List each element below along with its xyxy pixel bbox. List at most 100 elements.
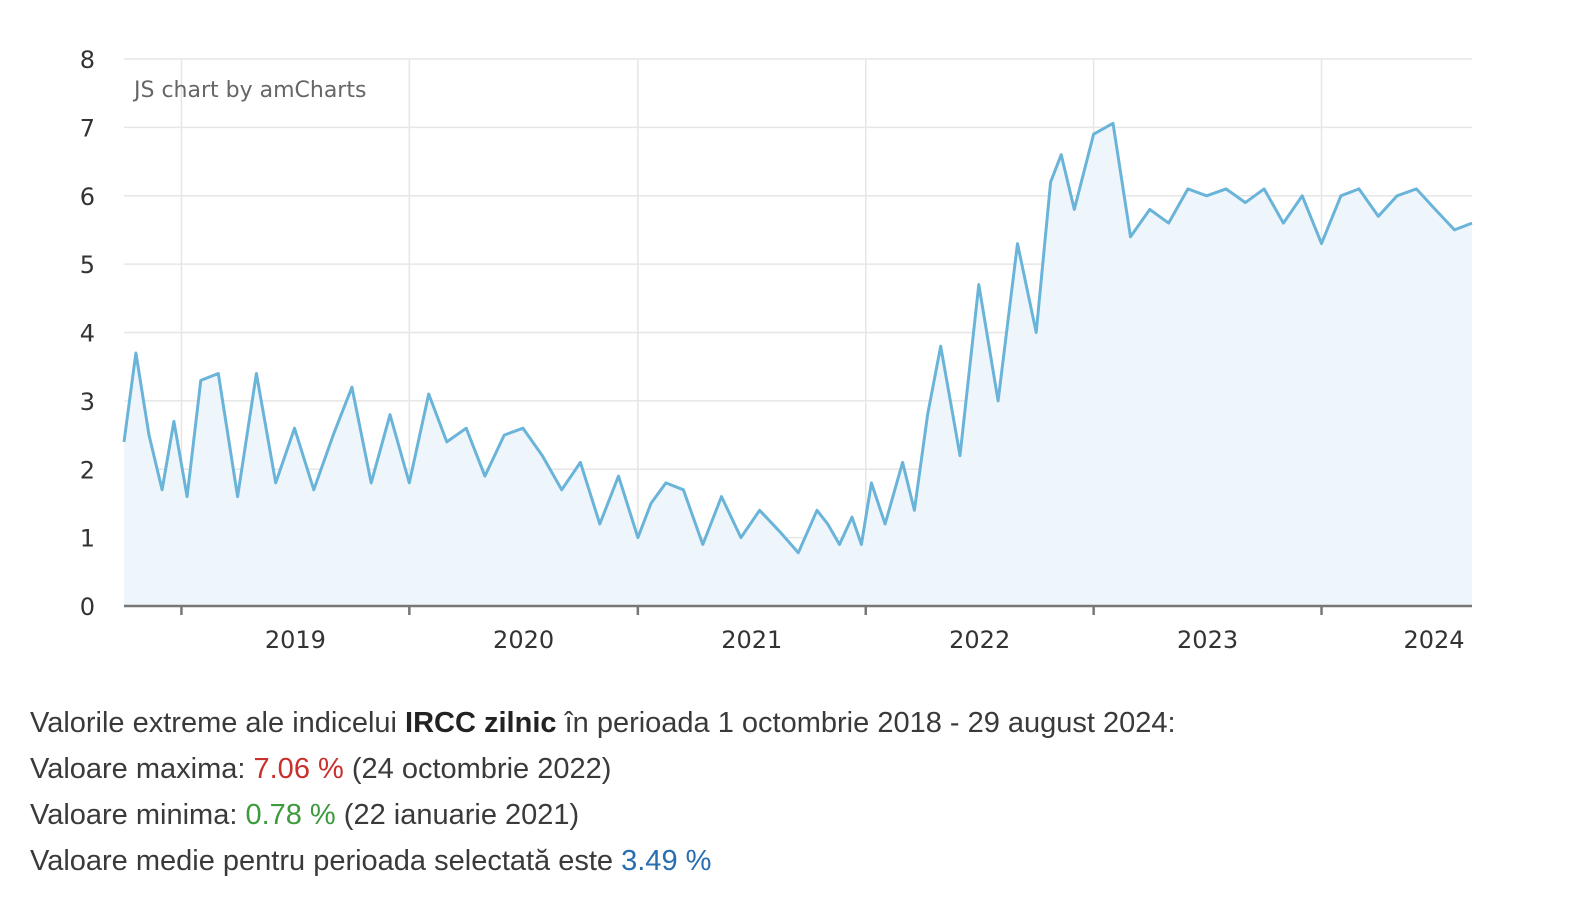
data-point[interactable] — [996, 399, 1000, 403]
data-point[interactable] — [926, 413, 930, 417]
data-point[interactable] — [617, 474, 621, 478]
chart-credit[interactable]: JS chart by amCharts — [132, 78, 366, 103]
data-point[interactable] — [560, 488, 564, 492]
data-point[interactable] — [636, 536, 640, 540]
data-point[interactable] — [912, 508, 916, 512]
data-point[interactable] — [445, 440, 449, 444]
data-point[interactable] — [1148, 207, 1152, 211]
summary-heading-post: în perioada 1 octombrie 2018 - 29 august… — [556, 707, 1176, 739]
data-point[interactable] — [1034, 331, 1038, 335]
data-point[interactable] — [274, 481, 278, 485]
data-point[interactable] — [122, 440, 126, 444]
data-point[interactable] — [1376, 214, 1380, 218]
data-point[interactable] — [172, 419, 176, 423]
data-point[interactable] — [869, 481, 873, 485]
data-point[interactable] — [147, 433, 151, 437]
data-point[interactable] — [1414, 187, 1418, 191]
data-point[interactable] — [850, 515, 854, 519]
data-point[interactable] — [901, 460, 905, 464]
x-tick-label: 2024 — [1403, 626, 1464, 654]
data-point[interactable] — [1281, 221, 1285, 225]
data-point[interactable] — [701, 543, 705, 547]
data-point[interactable] — [649, 501, 653, 505]
data-point[interactable] — [758, 508, 762, 512]
data-point[interactable] — [1339, 194, 1343, 198]
data-point[interactable] — [1320, 242, 1324, 246]
data-point[interactable] — [681, 488, 685, 492]
data-point[interactable] — [1049, 180, 1053, 184]
y-tick-label: 6 — [80, 183, 95, 211]
data-point[interactable] — [312, 488, 316, 492]
y-tick-label: 1 — [80, 525, 95, 553]
data-point[interactable] — [1205, 194, 1209, 198]
data-point[interactable] — [1016, 242, 1020, 246]
y-tick-label: 0 — [80, 593, 95, 621]
data-point[interactable] — [1453, 228, 1457, 232]
data-point[interactable] — [134, 351, 138, 355]
data-point[interactable] — [1129, 235, 1133, 239]
data-point[interactable] — [540, 454, 544, 458]
min-date: (22 ianuarie 2021) — [335, 799, 580, 831]
data-point[interactable] — [185, 495, 189, 499]
data-point[interactable] — [407, 481, 411, 485]
summary-heading-pre: Valorile extreme ale indicelui — [30, 707, 406, 739]
data-point[interactable] — [236, 495, 240, 499]
y-tick-label: 3 — [80, 388, 95, 416]
x-tick-label: 2022 — [949, 626, 1010, 654]
data-point[interactable] — [1224, 187, 1228, 191]
data-point[interactable] — [1059, 153, 1063, 157]
data-point[interactable] — [1395, 194, 1399, 198]
data-point[interactable] — [859, 543, 863, 547]
data-point[interactable] — [502, 433, 506, 437]
data-point[interactable] — [160, 488, 164, 492]
data-point[interactable] — [199, 378, 203, 382]
data-point[interactable] — [216, 372, 220, 376]
data-point[interactable] — [1092, 132, 1096, 136]
data-point[interactable] — [578, 460, 582, 464]
y-tick-label: 8 — [80, 46, 95, 74]
data-point[interactable] — [958, 454, 962, 458]
data-point[interactable] — [838, 543, 842, 547]
x-tick-label: 2019 — [265, 626, 326, 654]
data-point[interactable] — [293, 426, 297, 430]
y-tick-label: 2 — [80, 456, 95, 484]
data-point[interactable] — [1357, 187, 1361, 191]
data-point[interactable] — [427, 392, 431, 396]
data-point[interactable] — [464, 426, 468, 430]
data-point[interactable] — [883, 522, 887, 526]
x-tick-label: 2023 — [1177, 626, 1238, 654]
data-point[interactable] — [777, 529, 781, 533]
max-value: 7.06 % — [253, 753, 344, 785]
data-point[interactable] — [815, 508, 819, 512]
data-point[interactable] — [1470, 221, 1474, 225]
data-point[interactable] — [826, 522, 830, 526]
data-point[interactable] — [720, 495, 724, 499]
data-point[interactable] — [521, 426, 525, 430]
summary-heading: Valorile extreme ale indicelui IRCC ziln… — [30, 700, 1176, 746]
data-point[interactable] — [331, 433, 335, 437]
data-point[interactable] — [977, 283, 981, 287]
data-point[interactable] — [388, 413, 392, 417]
data-point[interactable] — [1167, 221, 1171, 225]
y-tick-label: 5 — [80, 251, 95, 279]
data-point[interactable] — [369, 481, 373, 485]
data-point[interactable] — [796, 551, 800, 555]
data-point[interactable] — [1300, 194, 1304, 198]
data-point[interactable] — [664, 481, 668, 485]
data-point[interactable] — [483, 474, 487, 478]
data-point[interactable] — [1433, 207, 1437, 211]
x-tick-label: 2020 — [493, 626, 554, 654]
data-point[interactable] — [1186, 187, 1190, 191]
min-value: 0.78 % — [245, 799, 336, 831]
data-point[interactable] — [1072, 207, 1076, 211]
data-point[interactable] — [254, 372, 258, 376]
data-point[interactable] — [1262, 187, 1266, 191]
avg-label: Valoare medie pentru perioada selectată … — [30, 845, 622, 877]
data-point[interactable] — [1243, 201, 1247, 205]
data-point[interactable] — [739, 536, 743, 540]
data-point[interactable] — [939, 344, 943, 348]
data-point[interactable] — [350, 385, 354, 389]
data-point[interactable] — [598, 522, 602, 526]
data-point[interactable] — [1111, 121, 1115, 125]
summary-min: Valoare minima: 0.78 % (22 ianuarie 2021… — [30, 792, 1176, 838]
